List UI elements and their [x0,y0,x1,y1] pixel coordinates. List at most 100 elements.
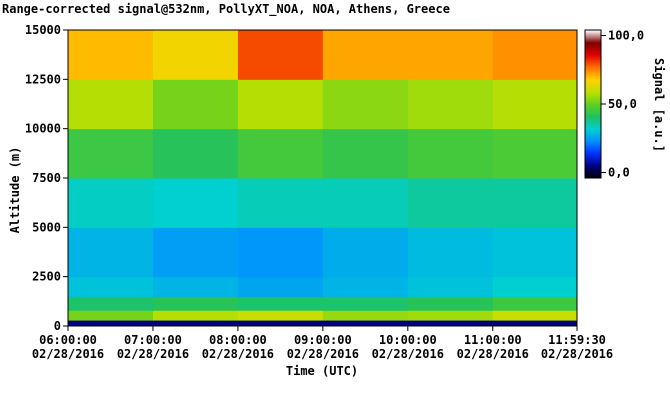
heatmap-cell [407,276,494,297]
colorbar-step [585,65,601,68]
heatmap-cell [68,276,154,297]
colorbar-step [585,133,601,136]
colorbar-step [585,144,601,147]
heatmap-cell [322,227,409,278]
x-tick-label: 09:00:00 02/28/2016 [286,333,359,361]
heatmap-cell [322,30,409,80]
colorbar-step [585,164,601,167]
colorbar-step [585,174,601,176]
colorbar-step [585,92,601,95]
y-tick-label: 12500 [25,72,61,86]
colorbar-step [585,139,601,142]
colorbar-step [585,91,601,94]
colorbar-step [585,52,601,54]
colorbar-step [585,50,601,53]
colorbar-step [585,154,601,157]
colorbar-step [585,30,601,32]
colorbar-step [585,118,601,121]
x-tick-label: 11:59:30 02/28/2016 [540,333,614,361]
heatmap-cell [68,30,154,80]
heatmap-cell [237,310,324,321]
colorbar-step [585,74,601,77]
y-tick-label: 7500 [32,171,61,185]
colorbar-step [585,159,601,162]
colorbar-step [585,54,601,57]
chart-title: Range-corrected signal@532nm, PollyXT_NO… [2,2,450,17]
colorbar-step [585,155,601,158]
heatmap-cell [322,310,409,321]
colorbar-tick-label: 0,0 [608,166,630,180]
colorbar-step [585,113,601,116]
colorbar-step [585,60,601,63]
colorbar-step [585,112,601,115]
colorbar-step [585,80,601,83]
colorbar-step [585,76,601,79]
colorbar-step [585,124,601,127]
y-tick-label: 2500 [32,270,61,284]
heatmap-cell [492,296,578,311]
heatmap-cell [152,320,239,327]
colorbar-step [585,152,601,154]
colorbar-step [585,68,601,70]
colorbar-step [585,116,601,118]
heatmap-cell [407,227,494,278]
colorbar-step [585,141,601,143]
colorbar-step [585,175,601,178]
heatmap-cell [492,276,578,297]
colorbar-step [585,32,601,35]
heatmap-cell [237,128,324,179]
heatmap-cell [237,296,324,311]
colorbar-step [585,79,601,81]
colorbar-step [585,55,601,58]
heatmap-cell [492,320,578,327]
colorbar-step [585,41,601,43]
colorbar-step [585,123,601,126]
colorbar-step [585,110,601,112]
colorbar-tick-label: 50,0 [608,97,637,111]
colorbar-step [585,161,601,164]
colorbar-step [585,78,601,80]
heatmap-cell [68,79,154,130]
heatmap-cell [237,30,324,80]
colorbar-step [585,36,601,38]
colorbar-step [585,157,601,159]
colorbar-step [585,57,601,59]
colorbar-step [585,38,601,41]
colorbar-step [585,95,601,97]
heatmap-cell [322,79,409,130]
y-axis-label: Altitude (m) [8,147,22,234]
colorbar-step [585,122,601,125]
heatmap-cell [237,276,324,297]
heatmap-cell [152,178,239,228]
x-tick-label: 11:00:00 02/28/2016 [456,333,529,361]
colorbar-step [585,71,601,74]
heatmap-cell [407,320,494,327]
colorbar-step [585,171,601,174]
heatmap-cell [492,178,578,228]
x-tick-label: 10:00:00 02/28/2016 [371,333,444,361]
y-tick-label: 5000 [32,220,61,234]
heatmap-cell [407,79,494,130]
heatmap-cell [152,128,239,179]
heatmap-cell [237,320,324,327]
colorbar-step [585,62,601,64]
colorbar-step [585,147,601,149]
colorbar-step [585,75,601,78]
heatmap-cell [492,310,578,321]
colorbar-step [585,63,601,65]
heatmap-cell [68,310,154,321]
colorbar-step [585,128,601,131]
colorbar-step [585,39,601,42]
heatmap-cell [237,178,324,228]
heatmap-cell [322,276,409,297]
colorbar-step [585,84,601,86]
colorbar-step [585,169,601,171]
colorbar-step [585,117,601,120]
x-axis-label: Time (UTC) [286,364,358,378]
heatmap-cell [152,276,239,297]
heatmap-cell [407,128,494,179]
colorbar-step [585,87,601,90]
colorbar-step [585,173,601,175]
